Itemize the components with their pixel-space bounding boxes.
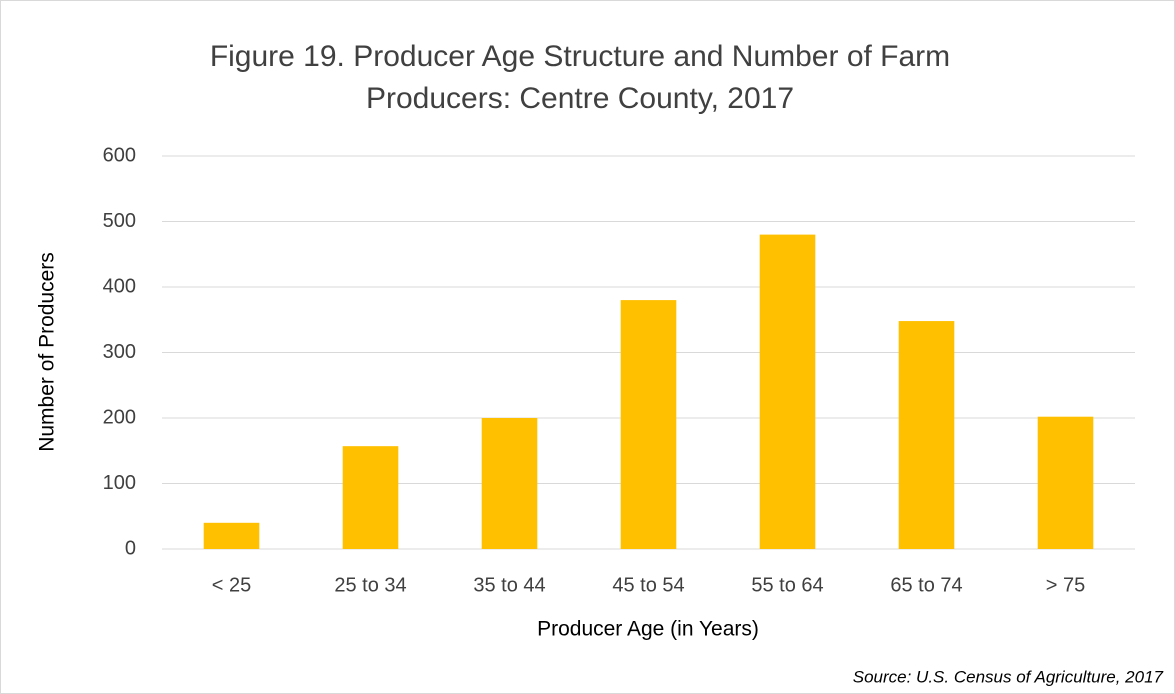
chart-title: Figure 19. Producer Age Structure and Nu… xyxy=(210,40,950,73)
x-tick-label: > 75 xyxy=(1046,574,1085,596)
x-tick-label: 25 to 34 xyxy=(334,574,406,596)
y-tick-label: 0 xyxy=(125,537,136,559)
x-tick-label: 65 to 74 xyxy=(890,574,962,596)
y-tick-label: 500 xyxy=(103,210,136,232)
x-tick-label: 35 to 44 xyxy=(473,574,545,596)
bar xyxy=(481,418,538,549)
bar xyxy=(620,300,677,549)
y-axis-label: Number of Producers xyxy=(36,252,59,452)
chart-title: Producers: Centre County, 2017 xyxy=(366,82,794,115)
bar xyxy=(342,446,399,549)
source-note: Source: U.S. Census of Agriculture, 2017 xyxy=(853,667,1164,686)
x-axis-label: Producer Age (in Years) xyxy=(537,618,759,641)
y-tick-label: 200 xyxy=(103,406,136,428)
bar xyxy=(203,522,260,549)
bar xyxy=(759,234,816,549)
x-tick-label: 55 to 64 xyxy=(751,574,823,596)
y-tick-label: 600 xyxy=(103,144,136,166)
x-tick-label: < 25 xyxy=(212,574,251,596)
y-tick-label: 400 xyxy=(103,275,136,297)
bar xyxy=(898,321,955,549)
y-tick-label: 300 xyxy=(103,341,136,363)
y-tick-label: 100 xyxy=(103,472,136,494)
x-tick-label: 45 to 54 xyxy=(612,574,684,596)
bar xyxy=(1037,416,1094,549)
